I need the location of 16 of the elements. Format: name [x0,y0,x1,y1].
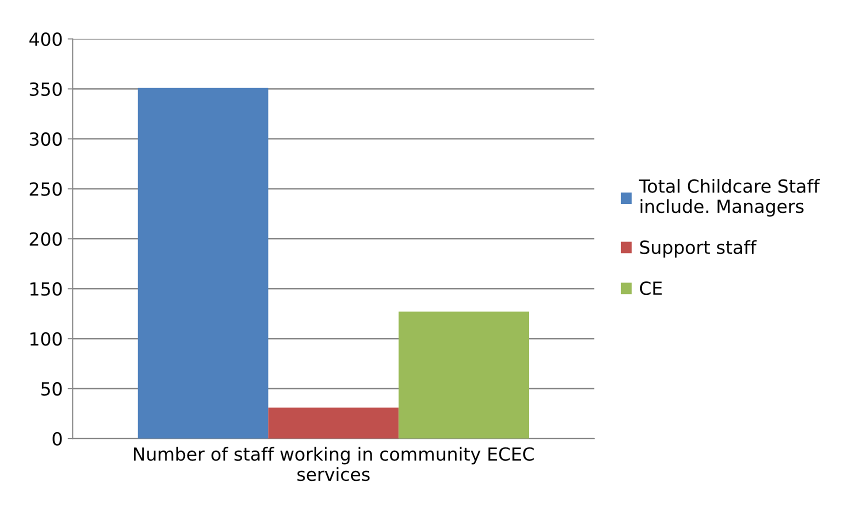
bar [138,88,268,439]
y-tick-label: 0 [52,432,62,446]
y-tick-label: 50 [41,382,62,396]
y-tick-label: 200 [30,232,62,246]
y-tick-label: 150 [30,282,62,296]
y-tick-label: 100 [30,332,62,346]
legend-label: Total Childcare Staff include. Managers [638,178,820,217]
bar [398,312,530,439]
y-tick-label: 300 [30,132,62,146]
y-tick-label: 400 [29,32,62,46]
y-tick-label: 350 [30,82,62,96]
legend-label: CE [640,281,662,296]
y-tick-label: 250 [30,182,62,196]
legend-label: Support staff [640,240,757,258]
x-tick-label: Number of staff working in community ECEC services [134,446,534,482]
bar [268,408,399,439]
